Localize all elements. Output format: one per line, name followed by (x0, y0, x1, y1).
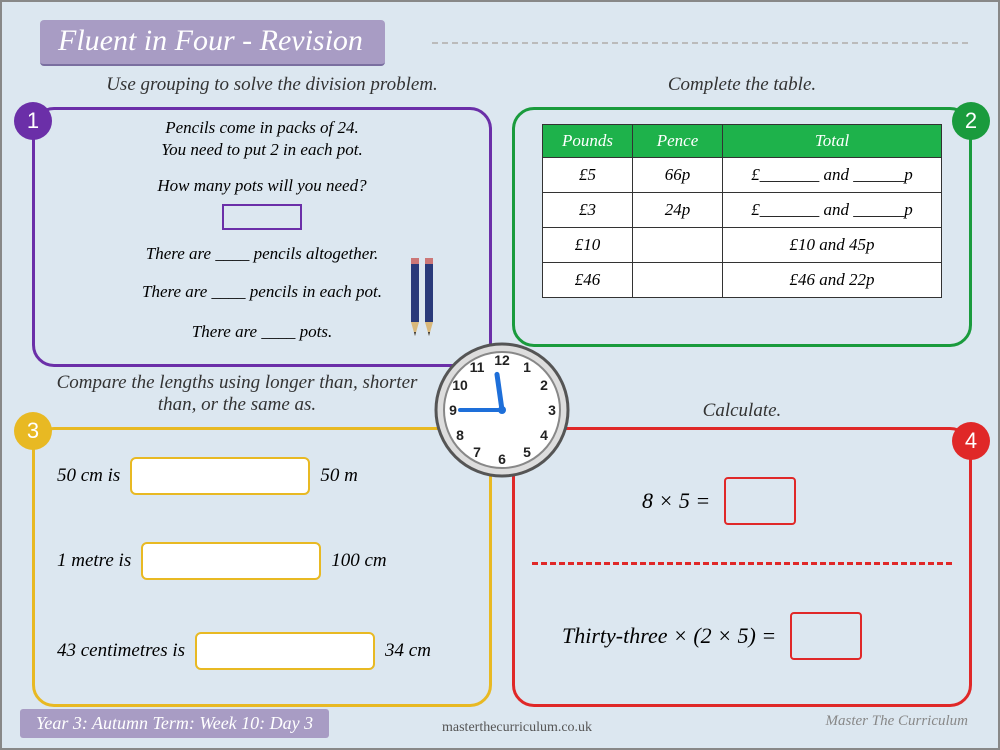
clock-icon: 1212 345 678 91011 (432, 340, 572, 480)
svg-text:3: 3 (548, 402, 556, 418)
svg-text:10: 10 (452, 377, 468, 393)
q3-r2-right: 100 cm (331, 550, 386, 572)
svg-text:4: 4 (540, 427, 548, 443)
q2-instruction: Complete the table. (602, 74, 882, 96)
footer-term: Year 3: Autumn Term: Week 10: Day 3 (20, 709, 329, 738)
table-row: £324p£_______ and ______p (543, 193, 942, 228)
q3-instruction: Compare the lengths using longer than, s… (47, 372, 427, 416)
footer-brand: Master The Curriculum (826, 713, 969, 730)
svg-text:7: 7 (473, 444, 481, 460)
q1-line2: You need to put 2 in each pot. (35, 140, 489, 160)
q3-r2-left: 1 metre is (57, 550, 131, 572)
svg-text:5: 5 (523, 444, 531, 460)
q3-r3-input[interactable] (195, 632, 375, 670)
table-row: £46£46 and 22p (543, 263, 942, 298)
q3-row-1: 50 cm is 50 m (57, 457, 477, 495)
svg-text:2: 2 (540, 377, 548, 393)
q3-r1-input[interactable] (130, 457, 310, 495)
title-dashed-line (432, 42, 968, 44)
q1-instruction: Use grouping to solve the division probl… (62, 74, 482, 96)
badge-1: 1 (14, 102, 52, 140)
badge-3: 3 (14, 412, 52, 450)
q1-box: Pencils come in packs of 24. You need to… (32, 107, 492, 367)
th-pence: Pence (633, 125, 723, 158)
svg-text:9: 9 (449, 402, 457, 418)
q3-row-2: 1 metre is 100 cm (57, 542, 477, 580)
q4-instruction: Calculate. (662, 400, 822, 422)
q4-eq1-answer[interactable] (724, 477, 796, 525)
svg-text:1: 1 (523, 359, 531, 375)
th-total: Total (723, 125, 942, 158)
q4-eq2-text: Thirty-three × (2 × 5) = (562, 623, 776, 649)
q3-row-3: 43 centimetres is 34 cm (57, 632, 477, 670)
badge-2: 2 (952, 102, 990, 140)
pencils-icon (405, 250, 445, 340)
q3-r1-left: 50 cm is (57, 465, 120, 487)
q1-line3: How many pots will you need? (35, 176, 489, 196)
svg-text:11: 11 (470, 359, 485, 375)
table-row: £566p£_______ and ______p (543, 158, 942, 193)
th-pounds: Pounds (543, 125, 633, 158)
q3-r1-right: 50 m (320, 465, 357, 487)
page-title: Fluent in Four - Revision (40, 20, 385, 66)
q4-eq2-answer[interactable] (790, 612, 862, 660)
q3-r3-left: 43 centimetres is (57, 640, 185, 662)
q4-eq1: 8 × 5 = (642, 477, 796, 525)
q3-r3-right: 34 cm (385, 640, 431, 662)
table-row: £10£10 and 45p (543, 228, 942, 263)
q4-eq1-text: 8 × 5 = (642, 488, 710, 514)
svg-text:8: 8 (456, 427, 464, 443)
q4-divider (532, 562, 952, 565)
q4-box (512, 427, 972, 707)
q1-line1: Pencils come in packs of 24. (35, 118, 489, 138)
svg-text:6: 6 (498, 451, 506, 467)
q3-r2-input[interactable] (141, 542, 321, 580)
badge-4: 4 (952, 422, 990, 460)
q1-answer-box[interactable] (35, 204, 489, 230)
svg-text:12: 12 (494, 352, 510, 368)
q4-eq2: Thirty-three × (2 × 5) = (562, 612, 862, 660)
footer-url: masterthecurriculum.co.uk (442, 720, 592, 736)
money-table: Pounds Pence Total £566p£_______ and ___… (542, 124, 942, 298)
